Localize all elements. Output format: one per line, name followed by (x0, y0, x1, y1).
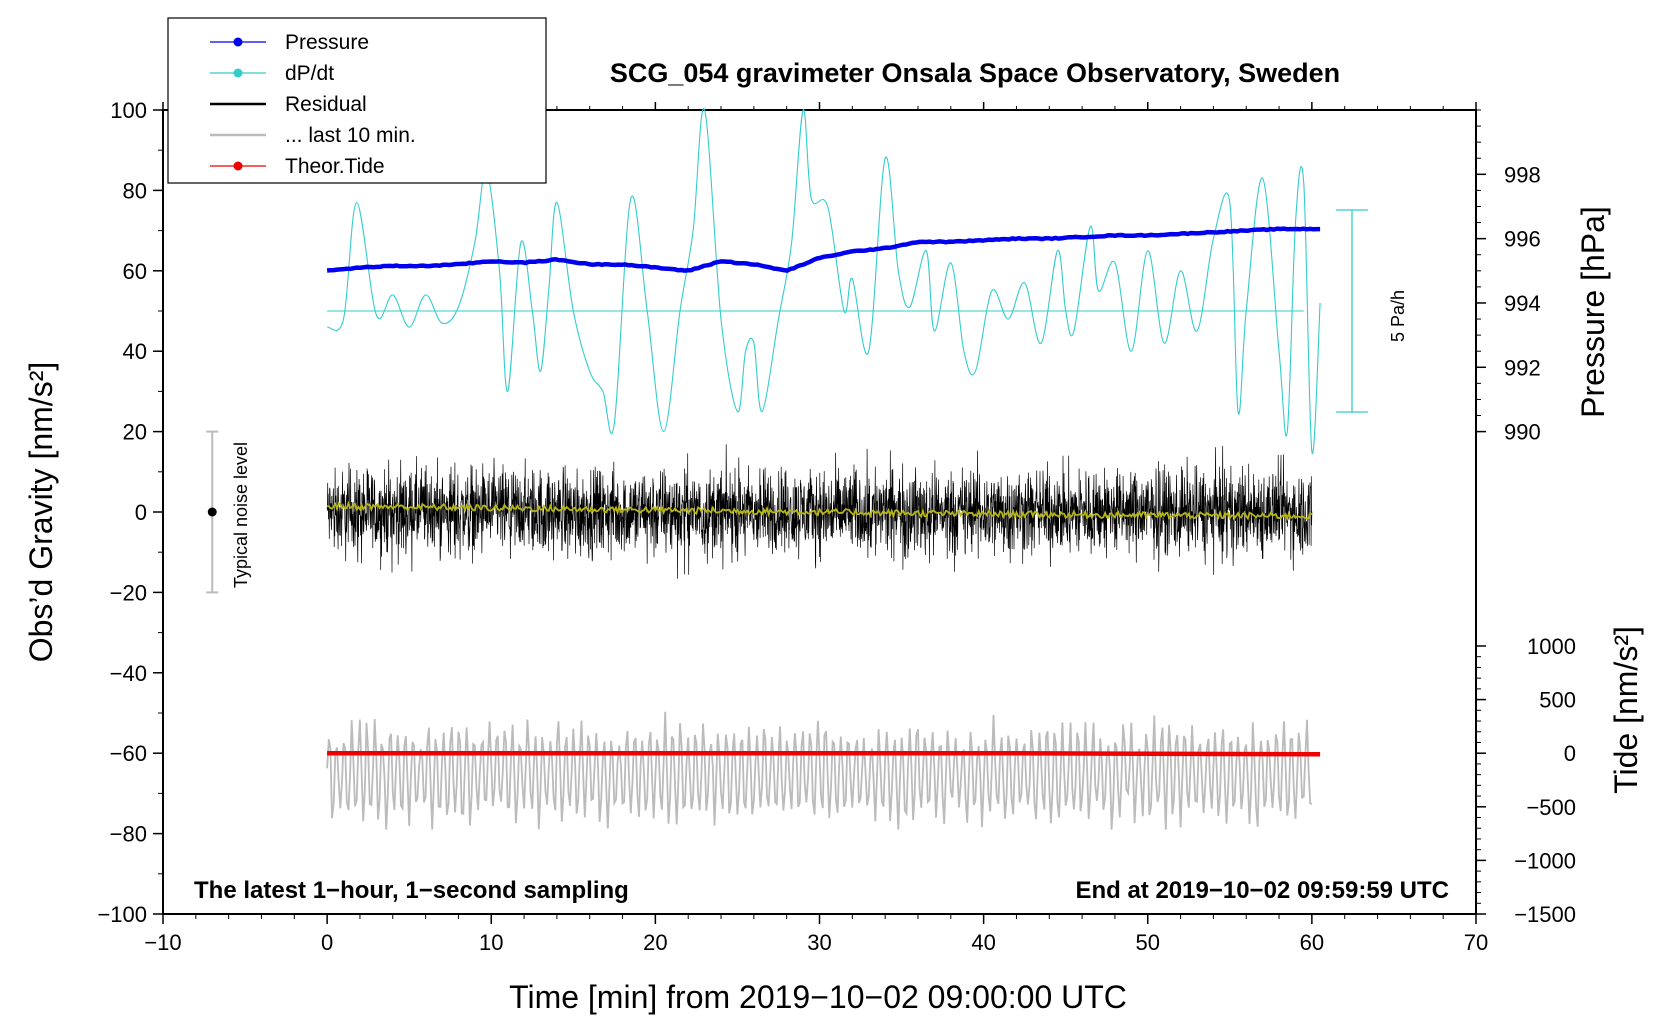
legend-label: ... last 10 min. (285, 124, 416, 147)
residual-line (326, 444, 1313, 579)
theor-tide-line (327, 750, 1321, 757)
dpdt-scale-label: 5 Pa/h (1388, 290, 1408, 342)
bottom-right-note: End at 2019−10−02 09:59:59 UTC (1075, 877, 1449, 904)
legend: Pressure dP/dt Residual ... last 10 min. The… (167, 17, 547, 184)
noise-level-label: Typical noise level (231, 442, 251, 588)
y-tick-label: −20 (110, 580, 147, 605)
last-10-min-line (326, 711, 1313, 830)
y-tick-label: 0 (135, 500, 147, 525)
dpdt-line (326, 108, 1321, 455)
pressure-tick-label: 996 (1504, 227, 1541, 252)
y-tick-label: −40 (110, 661, 147, 686)
y-axis-title-tide: Tide [nm/s²] (1608, 626, 1644, 794)
legend-label: Pressure (285, 31, 369, 54)
y-tick-label: 100 (110, 98, 147, 123)
y-axis-title-pressure: Pressure [hPa] (1575, 206, 1611, 418)
x-axis-title: Time [min] from 2019−10−02 09:00:00 UTC (509, 979, 1127, 1015)
tide-tick-label: 1000 (1527, 634, 1576, 659)
y-tick-label: 40 (123, 339, 147, 364)
tide-tick-label: −1500 (1514, 902, 1576, 927)
pressure-tick-label: 990 (1504, 420, 1541, 445)
bottom-left-note: The latest 1−hour, 1−second sampling (194, 877, 629, 904)
residual-smoothed-line (327, 500, 1313, 522)
legend-marker (233, 37, 243, 47)
x-tick-label: 40 (971, 930, 995, 955)
y-tick-label: −60 (110, 741, 147, 766)
tide-tick-label: −500 (1526, 795, 1576, 820)
x-tick-label: 70 (1464, 930, 1488, 955)
legend-box (167, 17, 547, 184)
pressure-tick-label: 992 (1504, 355, 1541, 380)
pressure-tick-label: 998 (1504, 162, 1541, 187)
y-tick-label: 80 (123, 178, 147, 203)
tide-tick-label: −1000 (1514, 848, 1576, 873)
tide-tick-label: 500 (1539, 688, 1576, 713)
pressure-line (326, 226, 1321, 273)
x-tick-label: −10 (144, 930, 181, 955)
legend-label: dP/dt (285, 62, 334, 85)
y-tick-label: −100 (97, 902, 147, 927)
legend-marker (233, 68, 243, 78)
y-axis-title-left: Obs’d Gravity [nm/s²] (23, 362, 59, 663)
series-layer (206, 108, 1368, 830)
x-tick-label: 30 (807, 930, 831, 955)
y-tick-label: −80 (110, 822, 147, 847)
x-tick-label: 0 (321, 930, 333, 955)
pressure-tick-label: 994 (1504, 291, 1541, 316)
legend-label: Theor.Tide (285, 155, 385, 178)
y-tick-label: 20 (123, 420, 147, 445)
legend-marker (233, 161, 243, 171)
label-layer: −10 0 10 20 30 40 50 60 70100806040200−20−40−60−… (97, 98, 1576, 955)
chart-title: SCG_054 gravimeter Onsala Space Observat… (610, 58, 1340, 88)
x-tick-label: 50 (1136, 930, 1160, 955)
y-tick-label: 60 (123, 259, 147, 284)
x-tick-label: 20 (643, 930, 667, 955)
x-tick-label: 60 (1300, 930, 1324, 955)
legend-label: Residual (285, 93, 367, 116)
x-tick-label: 10 (479, 930, 503, 955)
noise-level-dot (207, 507, 217, 517)
tide-tick-label: 0 (1564, 741, 1576, 766)
